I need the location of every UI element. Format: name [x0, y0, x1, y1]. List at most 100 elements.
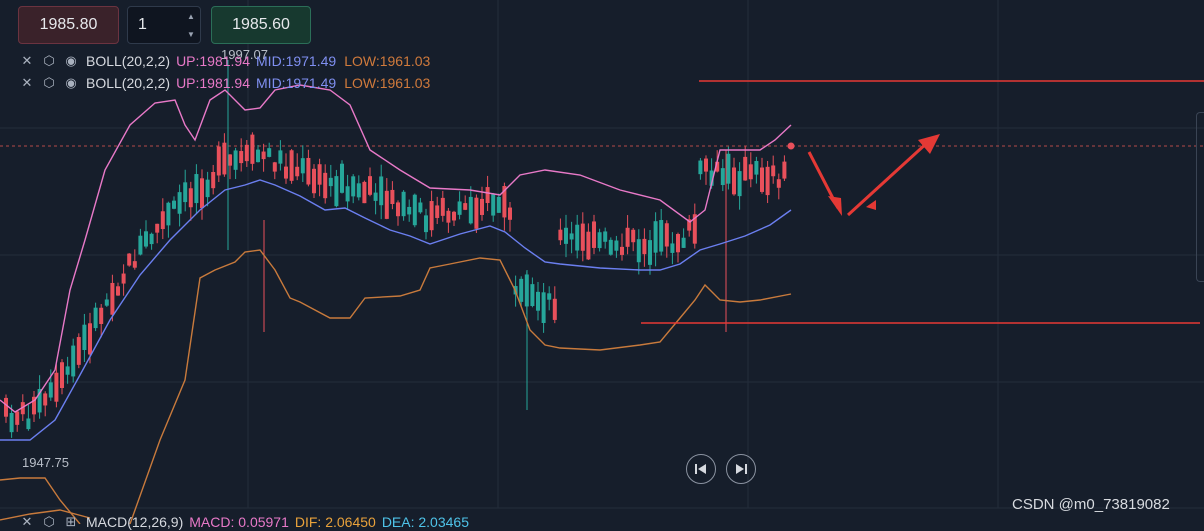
candle-body: [138, 235, 143, 255]
indicator-name: MACD(12,26,9): [86, 514, 184, 530]
candle-body: [457, 201, 462, 215]
candle-body: [485, 187, 490, 204]
quantity-stepper[interactable]: ▲ ▼: [127, 6, 201, 44]
chart-scroll-handle[interactable]: [1196, 112, 1204, 282]
eye-icon[interactable]: ◉: [65, 53, 77, 68]
candle-body: [530, 284, 535, 307]
candle-body: [390, 189, 395, 205]
candle-body: [552, 298, 557, 320]
chart-grid: [0, 0, 1204, 509]
settings-icon[interactable]: ⬡: [43, 75, 55, 90]
candle-body: [379, 176, 384, 206]
sell-price-button[interactable]: 1985.80: [18, 6, 119, 44]
boll-mid-value: MID:1971.49: [256, 53, 337, 69]
candle-body: [384, 190, 389, 219]
skip-forward-button[interactable]: [726, 454, 756, 484]
candle-body: [502, 186, 507, 218]
boll-low-value: LOW:1961.03: [344, 75, 431, 91]
candle-body: [519, 278, 524, 302]
candle-body: [48, 382, 53, 398]
skip-back-button[interactable]: [686, 454, 716, 484]
candle-body: [435, 205, 440, 218]
triangle-down-icon[interactable]: ▼: [187, 29, 195, 39]
candle-body: [491, 194, 496, 216]
candle-body: [670, 243, 675, 253]
candle-body: [642, 238, 647, 255]
candle-body: [754, 161, 759, 175]
candle-body: [564, 227, 568, 244]
indicator-name: BOLL(20,2,2): [86, 75, 171, 91]
candle-body: [149, 233, 154, 245]
candle-body: [631, 229, 636, 243]
indicator-name: BOLL(20,2,2): [86, 53, 171, 69]
candle-body: [60, 362, 64, 388]
buy-price-button[interactable]: 1985.60: [211, 6, 311, 44]
candle-body: [468, 196, 473, 224]
candle-body: [306, 157, 311, 185]
boll-mid-value: MID:1971.49: [256, 75, 337, 91]
candle-body: [177, 192, 182, 214]
candle-body: [536, 291, 540, 311]
candle-body: [160, 211, 165, 230]
candle-body: [121, 273, 126, 284]
candle-body: [452, 211, 456, 221]
candle-body: [463, 203, 468, 210]
candle-body: [183, 182, 188, 203]
candle-body: [127, 253, 132, 266]
triangle-up-icon[interactable]: ▲: [187, 11, 195, 21]
settings-icon[interactable]: ⬡: [43, 514, 55, 529]
candle-body: [188, 188, 193, 208]
candle-body: [782, 161, 787, 179]
candle-body: [216, 146, 221, 176]
quantity-input[interactable]: [128, 8, 178, 42]
candle-body: [765, 166, 770, 196]
candle-body: [99, 307, 104, 324]
candle-body: [692, 214, 697, 244]
candle-body: [396, 202, 400, 217]
add-icon[interactable]: ⊞: [65, 514, 77, 529]
candle-body: [558, 229, 563, 241]
candle-body: [26, 418, 31, 430]
candle-body: [698, 160, 703, 175]
eye-icon[interactable]: ◉: [65, 75, 77, 90]
close-icon[interactable]: ✕: [21, 75, 33, 90]
candle-body: [636, 239, 641, 263]
candle-body: [244, 144, 249, 162]
candle-body: [345, 186, 350, 202]
candle-body: [211, 172, 216, 189]
last-price-dot: [787, 142, 795, 150]
candle-body: [272, 162, 277, 172]
candle-body: [664, 223, 669, 247]
candle-body: [547, 293, 552, 300]
candle-body: [172, 200, 176, 209]
close-icon[interactable]: ✕: [21, 53, 33, 68]
candle-body: [82, 324, 87, 350]
candle-body: [228, 154, 232, 166]
candle-body: [715, 161, 720, 172]
macd-value: MACD: 0.05971: [189, 514, 289, 530]
boll-indicator-row-1: ✕ ⬡ ◉ BOLL(20,2,2) UP:1981.94 MID:1971.4…: [18, 52, 431, 70]
candle-body: [4, 397, 8, 417]
macd-pane-curve: [0, 509, 91, 521]
boll-upper-band: [0, 84, 792, 413]
candle-body: [93, 307, 98, 329]
candle-body: [116, 286, 120, 296]
candle-body: [351, 176, 356, 197]
dif-value: DIF: 2.06450: [294, 514, 376, 530]
candle-body: [771, 165, 776, 177]
candle-body: [726, 153, 731, 184]
close-icon[interactable]: ✕: [21, 514, 33, 529]
quantity-stepper-controls: ▲ ▼: [182, 7, 200, 43]
candle-body: [709, 170, 714, 186]
candle-body: [541, 292, 546, 323]
candle-body: [233, 150, 238, 170]
candle-body: [317, 164, 322, 185]
candle-body: [776, 179, 781, 188]
candle-body: [312, 168, 316, 194]
candle-body: [144, 231, 148, 247]
settings-icon[interactable]: ⬡: [43, 53, 55, 68]
candle-body: [480, 198, 484, 215]
candlesticks: [4, 60, 787, 438]
candle-body: [659, 220, 664, 252]
